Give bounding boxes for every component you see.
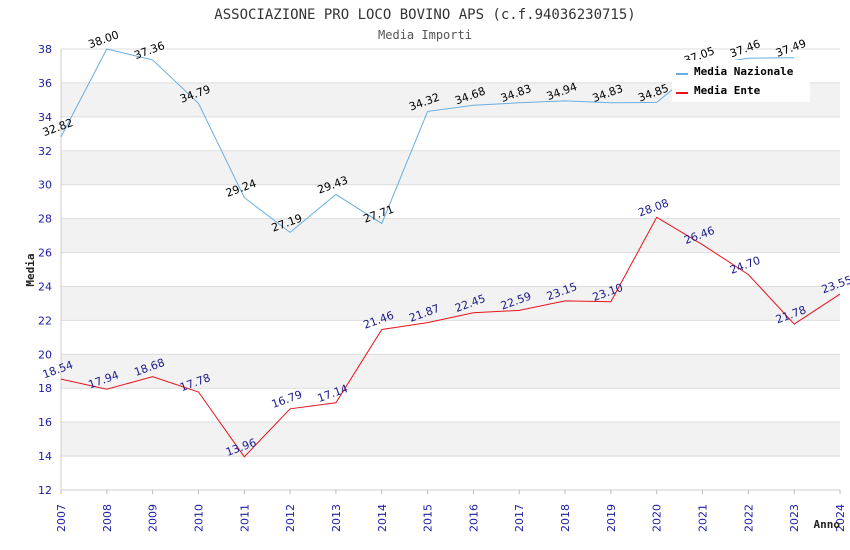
y-tick-label: 24 [38,280,52,293]
y-axis-label: Media [24,253,37,286]
grid-band [61,354,840,389]
x-tick-label: 2016 [467,504,480,532]
y-tick-label: 16 [38,416,52,429]
y-tick-label: 30 [38,179,52,192]
x-tick-label: 2009 [147,504,160,532]
x-tick-label: 2011 [238,504,251,532]
legend: Media Nazionale Media Ente [672,60,810,102]
chart-title: ASSOCIAZIONE PRO LOCO BOVINO APS (c.f.94… [214,7,635,23]
y-tick-label: 26 [38,247,52,260]
x-tick-label: 2013 [330,504,343,532]
x-tick-label: 2010 [192,504,205,532]
x-tick-label: 2024 [834,504,847,532]
data-label: 37.49 [774,37,808,60]
x-tick-label: 2023 [788,504,801,532]
x-tick-label: 2008 [101,504,114,532]
y-tick-label: 20 [38,348,52,361]
y-tick-label: 18 [38,382,52,395]
series-line-1 [60,216,841,458]
grid-band [61,150,840,185]
x-tick-label: 2007 [55,504,68,532]
x-tick-label: 2014 [376,504,389,532]
data-label: 28.08 [636,196,670,219]
grid-band [61,218,840,253]
x-tick-label: 2018 [559,504,572,532]
y-tick-label: 28 [38,213,52,226]
data-label: 37.46 [728,37,762,60]
x-axis-ticks: 2007 2008 2009 2010 2011 2012 2013 2014 2015 2016… [55,490,847,532]
y-tick-label: 22 [38,314,52,327]
x-tick-label: 2012 [284,504,297,532]
grid-lines [61,48,840,491]
y-tick-label: 34 [38,111,52,124]
y-tick-label: 32 [38,145,52,158]
grid-bands [61,82,840,457]
x-tick-label: 2015 [422,504,435,532]
y-tick-label: 14 [38,450,52,463]
legend-box [672,60,810,102]
grid-band [61,286,840,321]
y-axis-ticks: 12 14 16 18 20 22 24 26 28 30 32 34 36 38 [38,43,52,497]
data-label: 24.70 [728,254,762,277]
legend-entry-nazionale: Media Nazionale [694,65,794,78]
data-label: 38.00 [87,28,121,51]
x-tick-label: 2019 [605,504,618,532]
y-tick-label: 12 [38,484,52,497]
chart-subtitle: Media Importi [378,28,472,42]
x-tick-label: 2017 [513,504,526,532]
x-tick-label: 2021 [697,504,710,532]
data-label: 37.36 [132,39,166,62]
y-tick-label: 38 [38,43,52,56]
grid-band [61,422,840,457]
x-tick-label: 2020 [651,504,664,532]
legend-entry-ente: Media Ente [694,84,761,97]
series-line-0 [60,48,795,234]
series-layer [60,48,841,458]
y-tick-label: 36 [38,77,52,90]
x-tick-label: 2022 [742,504,755,532]
x-axis-label: Anno [814,518,841,531]
